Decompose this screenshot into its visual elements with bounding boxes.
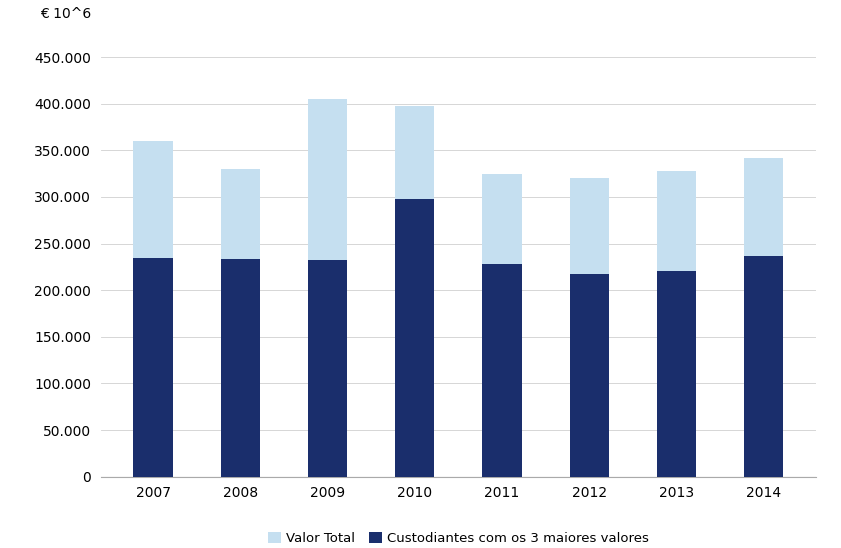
Bar	[744, 158, 783, 477]
Bar	[395, 106, 434, 477]
Bar	[395, 199, 434, 477]
Bar	[134, 141, 172, 477]
Bar	[134, 258, 172, 477]
Bar	[220, 169, 260, 477]
Bar	[308, 99, 347, 477]
Bar	[483, 174, 521, 477]
Bar	[483, 264, 521, 477]
Bar	[569, 178, 609, 477]
Bar	[744, 256, 783, 477]
Bar	[308, 260, 347, 477]
Bar	[657, 171, 696, 477]
Text: € 10^6: € 10^6	[40, 7, 92, 21]
Bar	[220, 259, 260, 477]
Bar	[657, 271, 696, 477]
Legend: Valor Total, Custodiantes com os 3 maiores valores: Valor Total, Custodiantes com os 3 maior…	[267, 532, 649, 545]
Bar	[569, 275, 609, 477]
